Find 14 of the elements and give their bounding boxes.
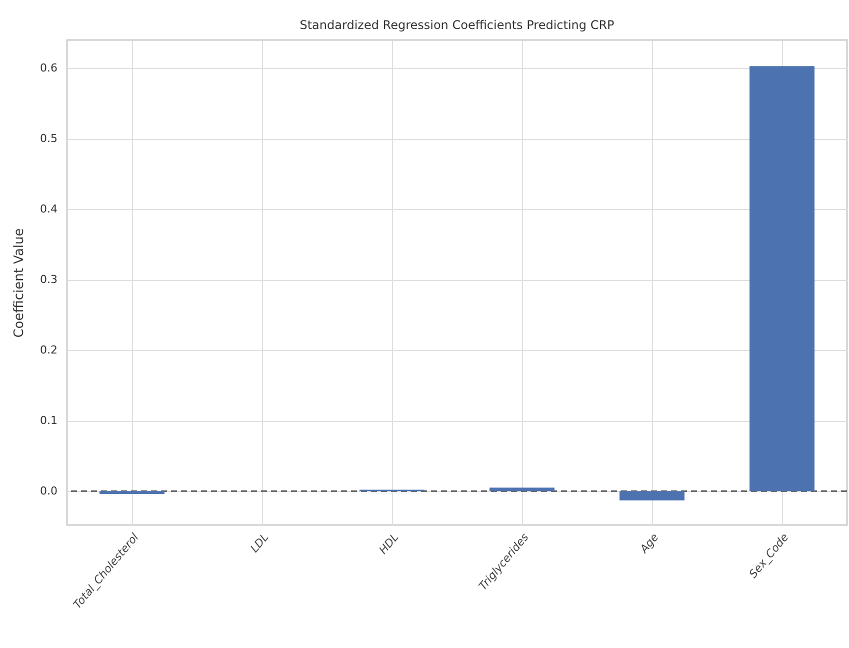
bar	[490, 488, 554, 492]
y-tick-label: 0.3	[40, 273, 58, 286]
y-tick-label: 0.2	[40, 344, 58, 357]
y-tick-label: 0.5	[40, 132, 58, 146]
x-tick-label: LDL	[248, 530, 272, 556]
y-tick-label: 0.6	[40, 62, 58, 75]
y-tick-label: 0.1	[40, 414, 58, 428]
text: 0.0	[40, 484, 58, 498]
y-axis-title: Coefficient Value	[12, 228, 28, 338]
bar	[100, 491, 164, 494]
bar	[750, 66, 814, 492]
y-tick-label: 0.4	[40, 202, 58, 216]
chart-title: Standardized Regression Coefficients Predicting CRP	[300, 18, 614, 32]
bar	[620, 491, 684, 500]
